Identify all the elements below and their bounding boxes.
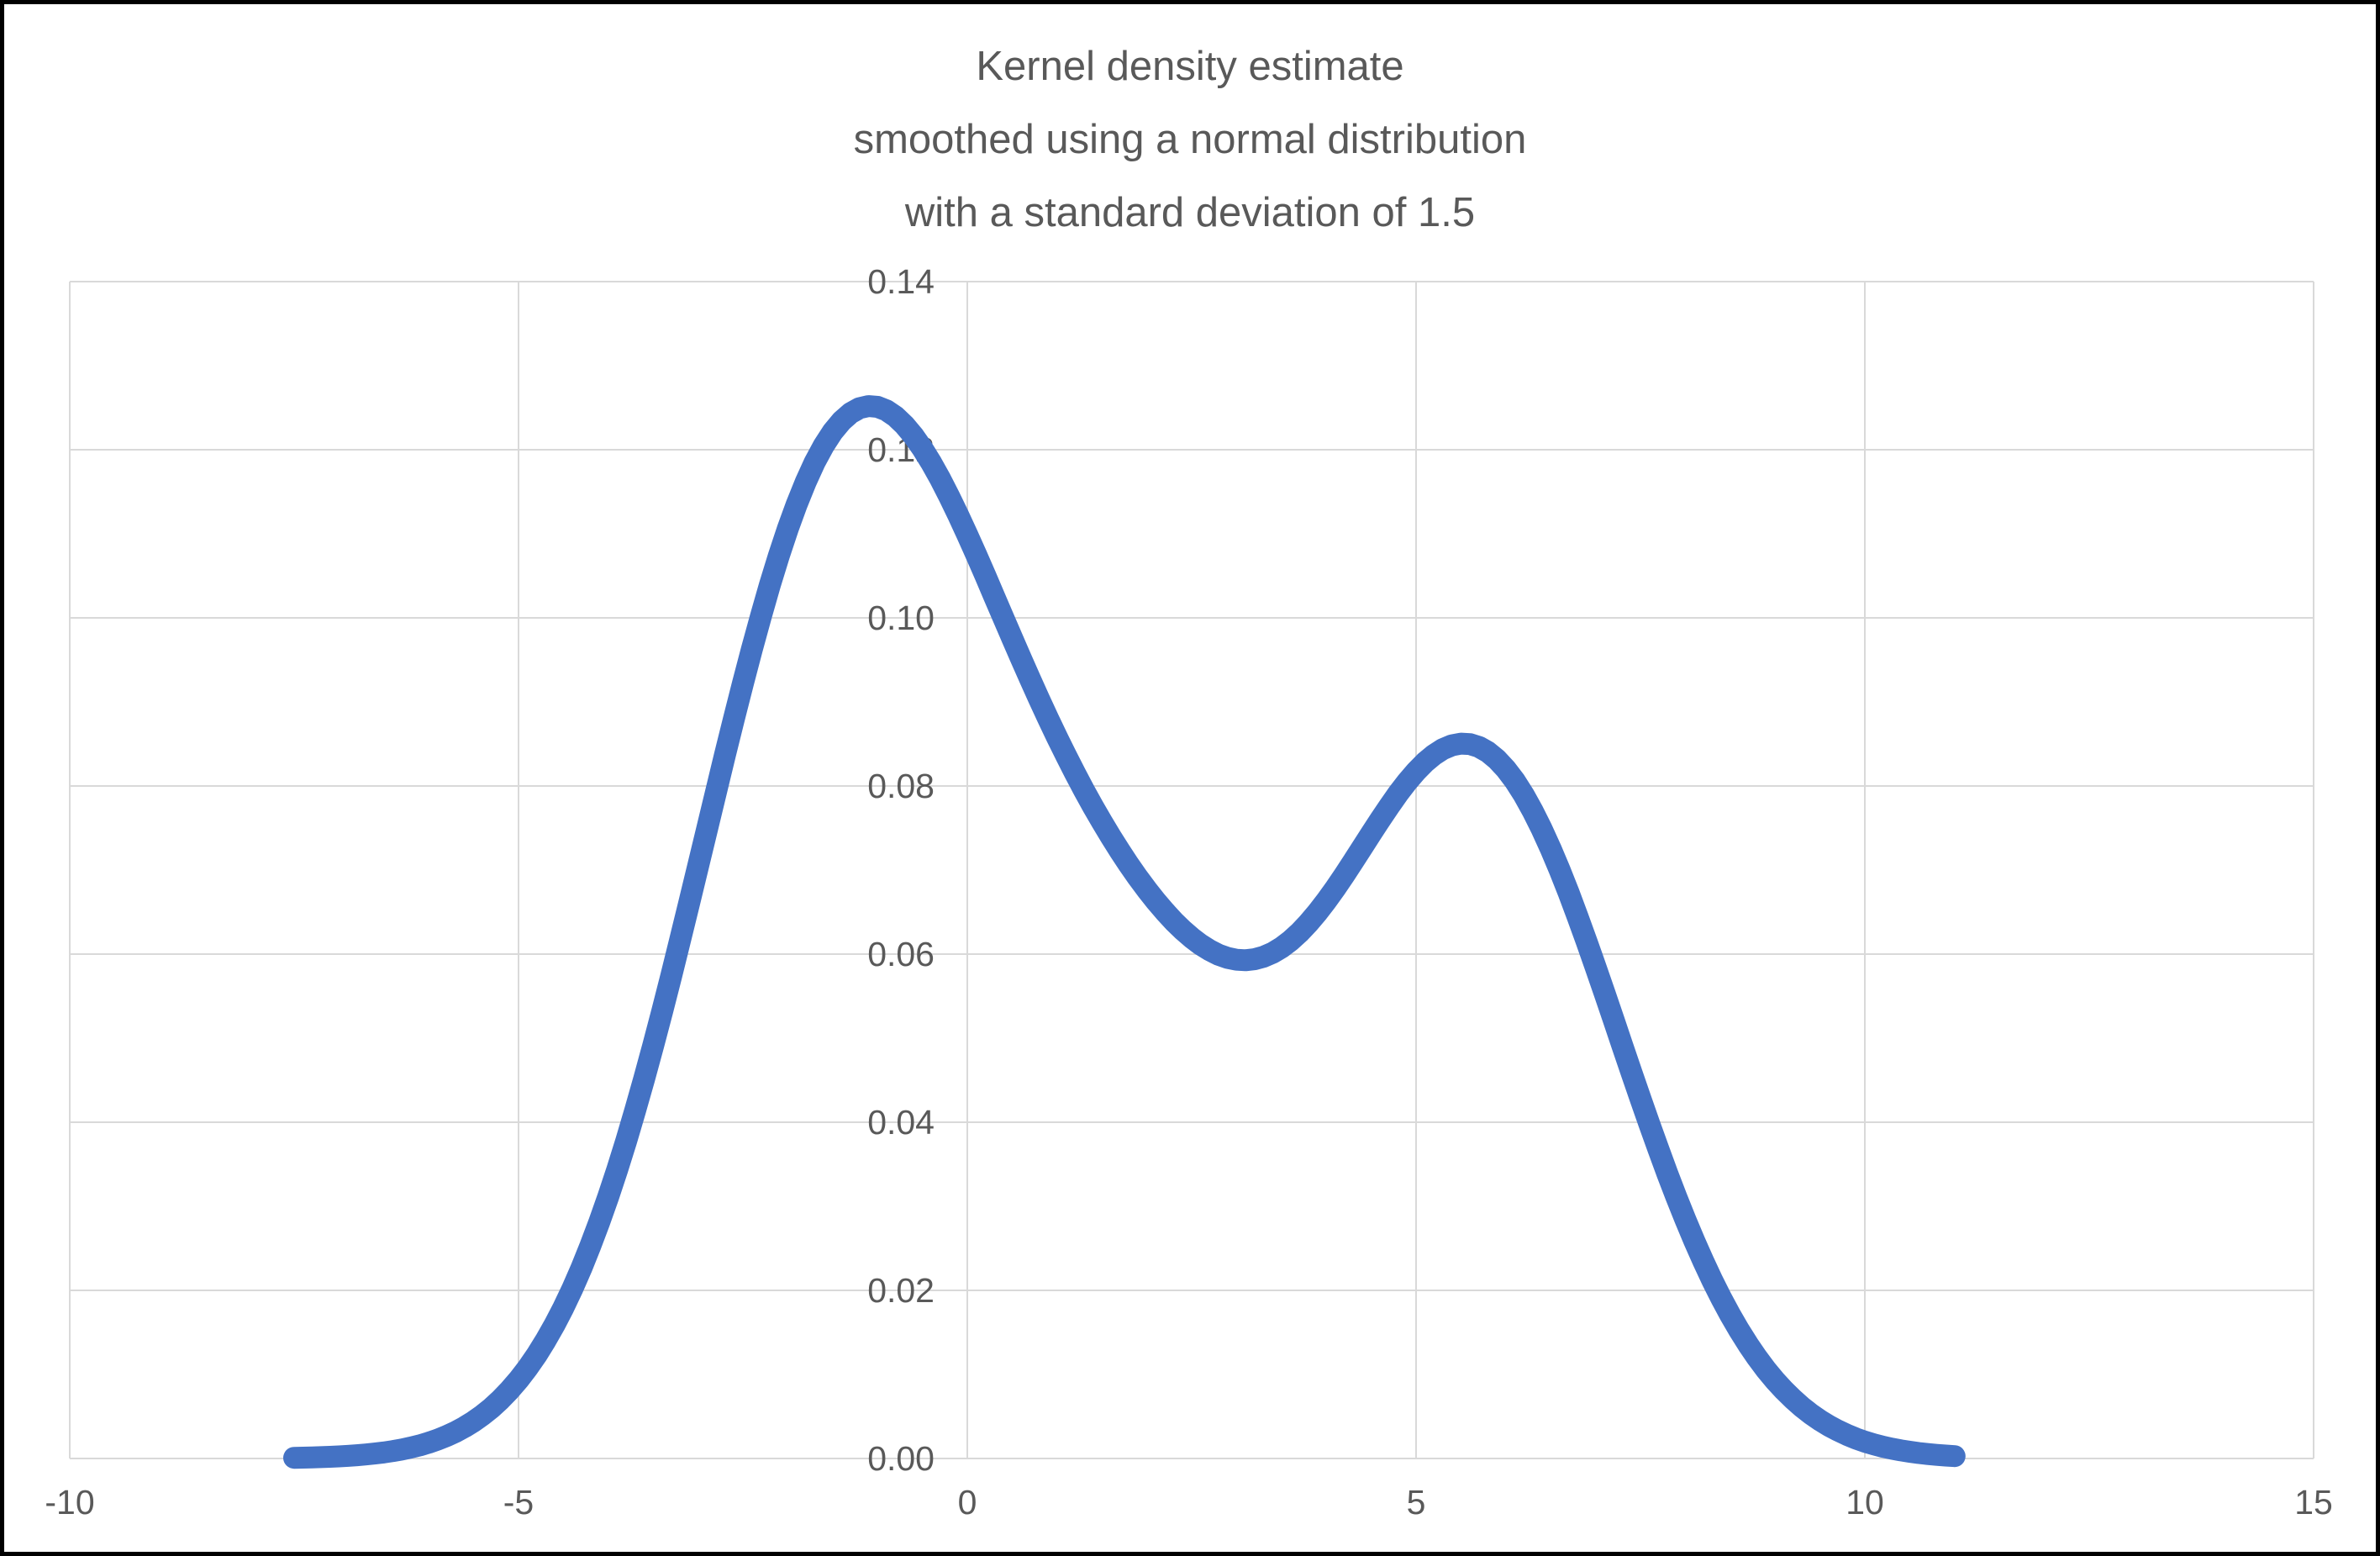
y-tick-label: 0.12 [867,430,935,469]
x-gridline [69,282,71,1458]
y-tick-label: 0.04 [867,1103,935,1142]
x-tick-label: 10 [1846,1483,1884,1522]
chart-title-line-2: smoothed using a normal distribution [853,117,1527,162]
y-tick-label: 0.10 [867,599,935,637]
y-tick-label: 0.08 [867,767,935,805]
y-tick-label: 0.00 [867,1439,935,1478]
y-tick-label: 0.14 [867,262,935,301]
plot-area [70,282,2314,1458]
y-gridline [70,281,2314,282]
x-gridline [2313,282,2314,1458]
y-tick-label: 0.06 [867,935,935,973]
x-tick-label: 15 [2294,1483,2333,1522]
x-tick-label: 0 [957,1483,977,1522]
x-tick-label: 5 [1406,1483,1426,1522]
y-tick-label: 0.02 [867,1271,935,1310]
chart-title-line-1: Kernel density estimate [976,44,1404,89]
x-tick-label: -5 [503,1483,534,1522]
chart-title-line-3: with a standard deviation of 1.5 [904,190,1476,235]
x-tick-label: -10 [45,1483,95,1522]
chart-title: Kernel density estimate smoothed using a… [0,30,2380,250]
